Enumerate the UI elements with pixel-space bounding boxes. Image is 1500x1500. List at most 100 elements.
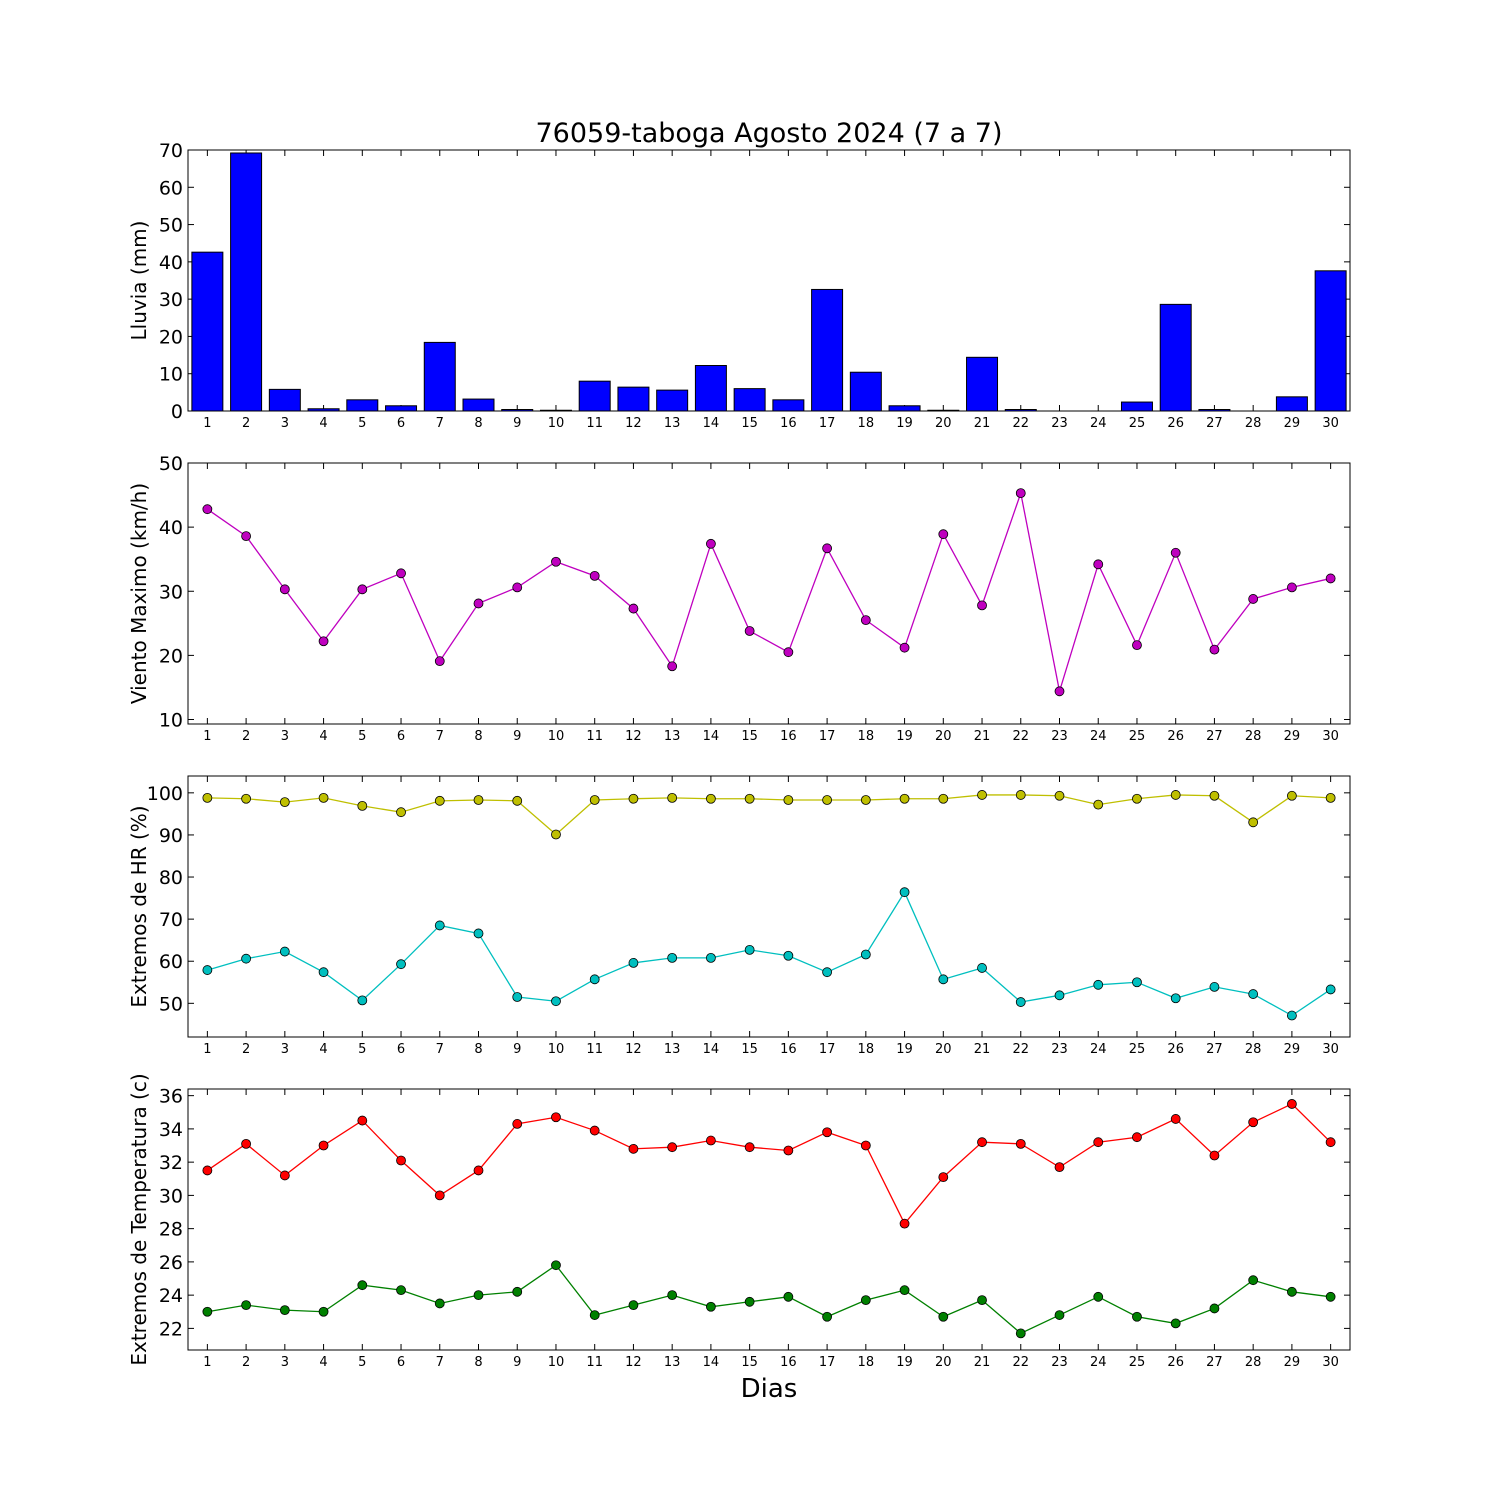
x-tick-label: 6 xyxy=(397,416,405,431)
x-tick-label: 5 xyxy=(358,729,366,744)
series-line xyxy=(206,1103,1332,1225)
data-point xyxy=(822,967,832,978)
data-point xyxy=(1209,982,1220,992)
data-point xyxy=(822,1127,832,1138)
bar xyxy=(501,409,534,412)
data-point xyxy=(1287,1010,1297,1021)
data-point xyxy=(899,1285,910,1296)
data-point xyxy=(551,829,561,840)
series-1 xyxy=(191,152,1347,412)
data-point xyxy=(202,1165,213,1176)
x-tick-label: 27 xyxy=(1206,1355,1223,1370)
data-point xyxy=(1015,1328,1026,1339)
data-point xyxy=(434,1298,445,1309)
data-point xyxy=(628,603,639,614)
data-point xyxy=(202,1306,213,1317)
data-point xyxy=(977,963,987,973)
x-tick-label: 3 xyxy=(281,1042,289,1057)
bar xyxy=(1159,303,1192,412)
x-tick-label: 6 xyxy=(397,1042,405,1057)
x-tick-label: 22 xyxy=(1012,1042,1029,1057)
x-axis-label: Dias xyxy=(741,1374,798,1404)
y-tick-label: 28 xyxy=(159,1219,183,1241)
data-point xyxy=(1054,990,1065,1001)
x-tick-label: 10 xyxy=(548,416,565,431)
y-axis-label: Extremos de Temperatura (c) xyxy=(127,1073,151,1365)
x-tick-label: 10 xyxy=(548,1042,565,1057)
data-point xyxy=(667,1142,678,1153)
data-point xyxy=(1287,1286,1297,1297)
data-point xyxy=(1093,559,1104,570)
x-tick-label: 26 xyxy=(1167,729,1184,744)
x-tick-label: 24 xyxy=(1090,729,1107,744)
y-tick-label: 20 xyxy=(159,645,183,667)
x-tick-label: 20 xyxy=(935,729,952,744)
data-point xyxy=(744,1142,755,1153)
x-tick-label: 28 xyxy=(1245,1042,1262,1057)
data-point xyxy=(1093,979,1104,990)
chart-title: 76059-taboga Agosto 2024 (7 a 7) xyxy=(535,118,1002,149)
x-tick-label: 4 xyxy=(319,1355,327,1370)
data-point xyxy=(860,1295,871,1306)
data-point xyxy=(1248,594,1259,604)
data-point xyxy=(396,568,406,579)
x-tick-label: 29 xyxy=(1284,416,1301,431)
data-point xyxy=(1132,1132,1142,1143)
x-tick-label: 4 xyxy=(319,416,327,431)
x-tick-label: 17 xyxy=(819,416,836,431)
x-tick-label: 28 xyxy=(1245,416,1262,431)
plot-frame xyxy=(187,775,1351,1038)
data-point xyxy=(667,1290,678,1301)
data-point xyxy=(551,556,561,567)
x-tick-label: 12 xyxy=(625,729,642,744)
data-point xyxy=(899,1218,910,1229)
data-point xyxy=(1325,1291,1336,1302)
x-tick-label: 15 xyxy=(741,1042,758,1057)
data-point xyxy=(1209,1303,1220,1314)
x-tick-label: 17 xyxy=(819,1355,836,1370)
data-point xyxy=(589,1310,600,1320)
data-point xyxy=(434,1190,445,1201)
series-2 xyxy=(202,1260,1336,1339)
data-point xyxy=(938,793,949,804)
data-point xyxy=(628,1143,639,1154)
data-point xyxy=(977,600,987,611)
data-point xyxy=(822,1311,832,1322)
data-point xyxy=(977,1137,987,1148)
x-tick-label: 18 xyxy=(858,416,875,431)
x-tick-label: 14 xyxy=(703,1042,720,1057)
y-tick-label: 10 xyxy=(159,710,183,732)
x-tick-label: 4 xyxy=(319,729,327,744)
data-point xyxy=(1325,792,1336,803)
x-tick-label: 13 xyxy=(664,729,681,744)
y-axis-label: Lluvia (mm) xyxy=(127,221,151,341)
x-tick-label: 6 xyxy=(397,729,405,744)
x-tick-label: 18 xyxy=(858,1355,875,1370)
data-point xyxy=(1170,993,1181,1004)
data-point xyxy=(899,642,910,653)
data-point xyxy=(396,807,406,818)
y-tick-label: 32 xyxy=(159,1152,183,1174)
plot-frame xyxy=(187,149,1351,412)
data-point xyxy=(1132,793,1142,804)
data-point xyxy=(357,800,368,811)
data-point xyxy=(1248,989,1259,999)
x-tick-label: 1 xyxy=(203,729,211,744)
x-tick-label: 24 xyxy=(1090,1355,1107,1370)
y-tick-label: 70 xyxy=(159,909,183,931)
x-tick-label: 20 xyxy=(935,1042,952,1057)
bar xyxy=(966,356,999,412)
data-point xyxy=(551,1260,561,1271)
x-tick-label: 15 xyxy=(741,729,758,744)
data-point xyxy=(977,790,987,800)
data-point xyxy=(1054,790,1065,801)
data-point xyxy=(1132,640,1142,651)
data-point xyxy=(1093,1291,1104,1302)
data-point xyxy=(1325,1137,1336,1148)
x-tick-label: 19 xyxy=(896,1042,913,1057)
y-tick-label: 36 xyxy=(159,1086,183,1108)
data-point xyxy=(512,992,523,1002)
data-point xyxy=(744,793,755,804)
